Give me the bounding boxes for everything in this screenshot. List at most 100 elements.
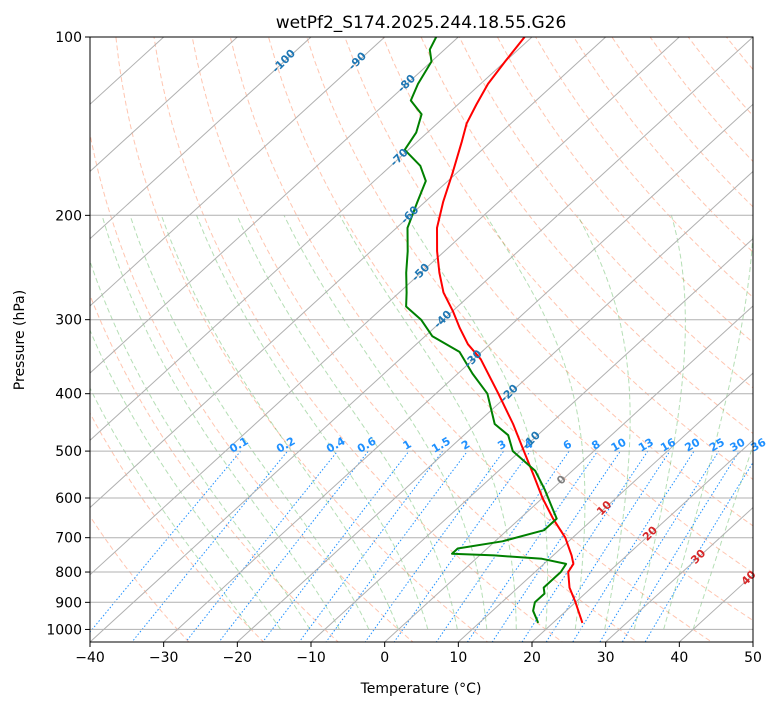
dry-adiabat (535, 37, 753, 298)
mixing-ratio-label: 6 (561, 437, 574, 452)
y-tick-label: 1000 (46, 622, 82, 638)
moist-adiabat (90, 259, 311, 630)
mixing-ratio-line (466, 450, 599, 642)
sounding-series (403, 37, 584, 624)
x-tick-label: 20 (523, 650, 541, 666)
isotherm (90, 37, 680, 576)
mixing-ratio-label: 30 (728, 435, 748, 454)
y-tick-label: 500 (55, 444, 82, 460)
isotherm (163, 103, 753, 642)
x-axis-label: Temperature (°C) (360, 681, 482, 697)
dry-adiabat (382, 37, 753, 481)
mixing-ratio-line (435, 450, 570, 642)
dry-adiabat (420, 37, 753, 435)
dry-adiabat (458, 37, 753, 389)
y-tick-label: 700 (55, 531, 82, 547)
mixing-ratio-label: 10 (609, 435, 629, 454)
isotherm (310, 237, 753, 642)
dry-adiabat (115, 37, 489, 642)
mixing-ratio-label: 25 (707, 436, 727, 455)
mixing-ratio-label: 13 (636, 436, 656, 455)
isotherm (90, 37, 607, 509)
dry-adiabat (765, 37, 775, 654)
dry-adiabat (573, 37, 753, 253)
isotherm (90, 37, 386, 307)
dry-adiabat (90, 412, 265, 642)
mixing-ratio-line (364, 450, 505, 642)
moist-adiabat (101, 215, 340, 630)
grid-lines (90, 37, 753, 642)
mixing-ratio-label: 3 (495, 438, 508, 453)
y-axis-label: Pressure (hPa) (12, 290, 28, 390)
x-tick-label: 50 (744, 650, 762, 666)
dry-adiabat (191, 37, 638, 642)
isotherm (90, 37, 312, 240)
moist-adiabat (339, 215, 517, 630)
dry-adiabat (306, 37, 753, 574)
mixing-ratio-label: 16 (658, 435, 678, 454)
isotherm (90, 37, 533, 442)
mixing-ratio-label: 2 (459, 438, 472, 453)
mixing-ratio-label: 1 (401, 438, 414, 453)
mixing-ratio-label: 0.1 (227, 435, 250, 456)
x-tick-label: 40 (670, 650, 688, 666)
dry-adiabat (90, 293, 339, 642)
moist-adiabats (90, 215, 753, 630)
series-line-temperature (436, 37, 584, 624)
dry-adiabats (90, 37, 775, 654)
dry-adiabat (90, 131, 414, 642)
dry-adiabat (229, 37, 713, 642)
isotherm (752, 641, 753, 642)
isotherm (90, 37, 459, 374)
isotherm (90, 37, 238, 173)
mixing-ratio-label: 20 (682, 435, 702, 454)
y-tick-label: 600 (55, 491, 82, 507)
x-tick-label: −40 (75, 650, 105, 666)
mixing-ratio-line (131, 450, 288, 642)
moist-adiabat (283, 215, 488, 630)
x-tick-label: 0 (380, 650, 389, 666)
isotherm (531, 439, 753, 642)
mixing-ratio-line (521, 450, 649, 642)
x-tick-label: −20 (223, 650, 253, 666)
y-tick-label: 800 (55, 565, 82, 581)
x-tick-label: 30 (597, 650, 615, 666)
moist-adiabat (405, 215, 549, 630)
dry-adiabat (90, 515, 190, 642)
moist-adiabat (692, 444, 753, 630)
y-axis-ticks: 1000 900 800 700 600 500 400 300 200 100 (46, 30, 90, 638)
isotherm-label: -100 (269, 47, 298, 76)
dry-adiabat (726, 37, 753, 71)
y-tick-label: 400 (55, 387, 82, 403)
mixing-ratio-label: 1.5 (429, 435, 452, 456)
x-axis-ticks: −40 −30 −20 −10 0 10 20 30 40 50 (75, 642, 762, 666)
y-tick-label: 100 (55, 30, 82, 46)
y-tick-label: 200 (55, 208, 82, 224)
mixing-ratio-label: 0.4 (324, 434, 348, 455)
y-tick-label: 300 (55, 313, 82, 329)
moist-adiabat (160, 215, 399, 630)
x-tick-label: 10 (449, 650, 467, 666)
isotherm (605, 506, 753, 642)
chart-title: wetPf2_S174.2025.244.18.55.G26 (276, 13, 567, 33)
x-tick-label: −30 (149, 650, 179, 666)
isotherm (457, 372, 753, 642)
dry-adiabat (344, 37, 753, 527)
dry-adiabat (649, 37, 753, 163)
moist-adiabat (633, 215, 686, 630)
isotherm (90, 37, 753, 642)
moist-adiabat (577, 215, 631, 630)
isotherm (236, 170, 753, 642)
mixing-ratio-line (90, 450, 242, 633)
line-labels: 0.1 0.2 0.4 0.6 1 1.5 2 3 4 6 8 10 13 16 20 25 30 36-100-… (227, 47, 768, 588)
mixing-ratio-line (218, 450, 369, 642)
plot-frame (89, 36, 754, 643)
isotherm (384, 305, 753, 642)
series-line-dewpoint (403, 37, 568, 624)
plot-area (90, 37, 775, 654)
x-tick-label: −10 (296, 650, 326, 666)
dry-adiabat (496, 37, 753, 344)
mixing-ratio-line (393, 450, 531, 642)
y-tick-label: 900 (55, 595, 82, 611)
